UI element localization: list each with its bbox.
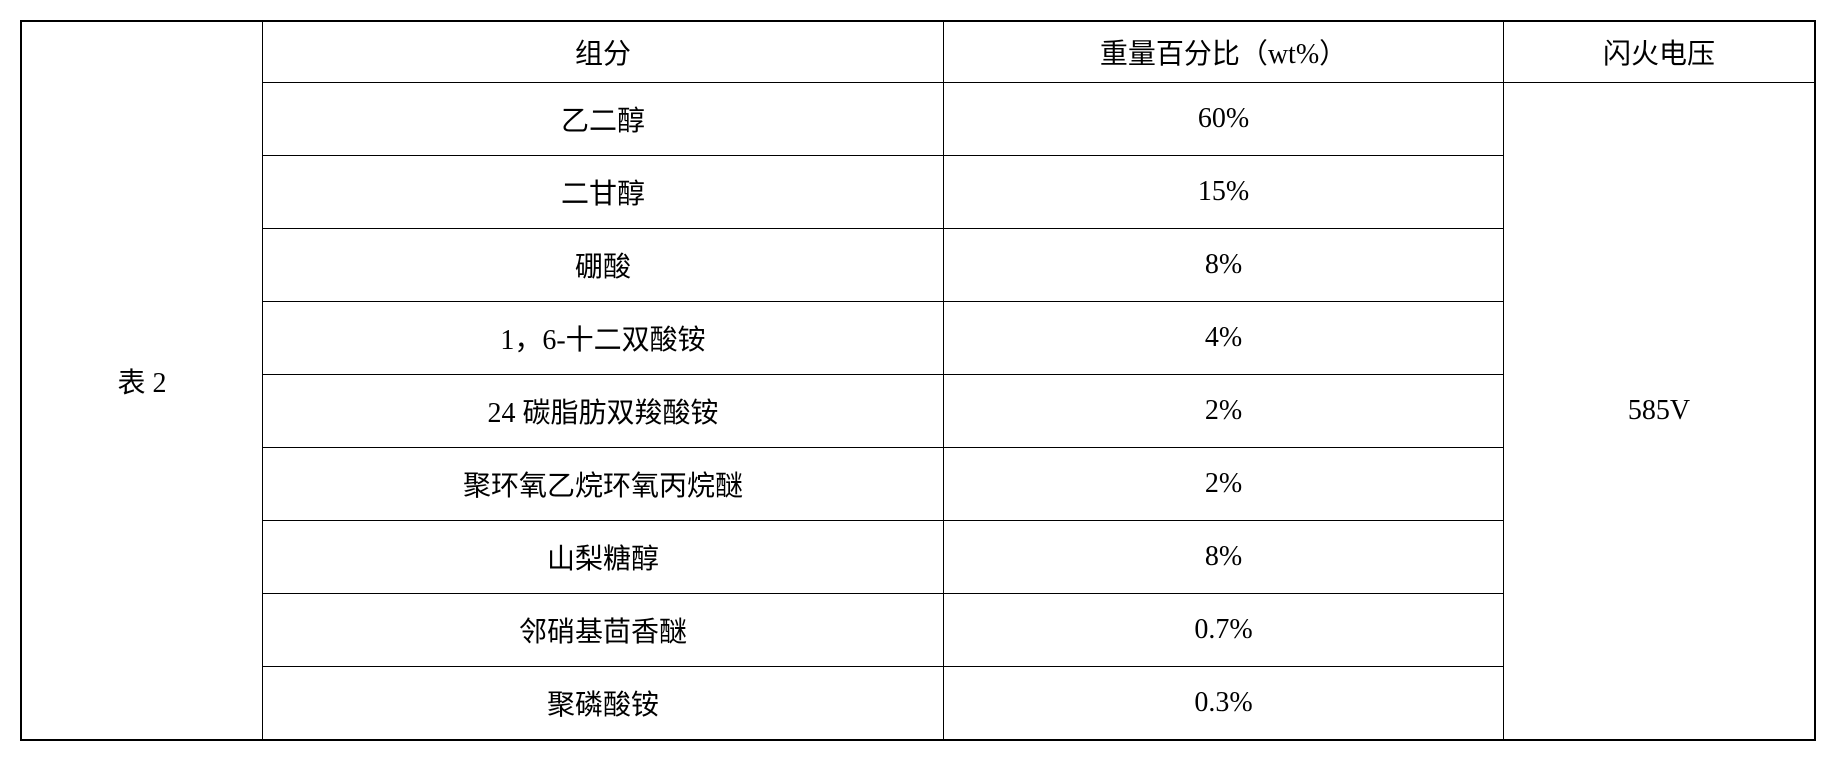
cell-percent: 2% [944, 448, 1504, 520]
table-row: 聚环氧乙烷环氧丙烷醚 2% [263, 448, 1504, 521]
header-percent: 重量百分比（wt%） [944, 22, 1504, 82]
cell-component: 硼酸 [263, 229, 944, 301]
cell-component: 聚磷酸铵 [263, 667, 944, 739]
table-row: 1，6-十二双酸铵 4% [263, 302, 1504, 375]
cell-component: 邻硝基茴香醚 [263, 594, 944, 666]
cell-percent: 8% [944, 229, 1504, 301]
table-row: 24 碳脂肪双羧酸铵 2% [263, 375, 1504, 448]
table-row: 邻硝基茴香醚 0.7% [263, 594, 1504, 667]
composition-table: 表 2 组分 重量百分比（wt%） 闪火电压 乙二醇 60% 二甘醇 15% 硼… [20, 20, 1816, 741]
rows-container: 乙二醇 60% 二甘醇 15% 硼酸 8% 1，6-十二双酸铵 4% 24 碳脂… [263, 83, 1504, 739]
cell-component: 乙二醇 [263, 83, 944, 155]
table-row: 聚磷酸铵 0.3% [263, 667, 1504, 739]
header-voltage: 闪火电压 [1504, 22, 1814, 82]
table-label: 表 2 [117, 361, 166, 401]
table-row: 硼酸 8% [263, 229, 1504, 302]
cell-component: 1，6-十二双酸铵 [263, 302, 944, 374]
cell-percent: 15% [944, 156, 1504, 228]
table-label-cell: 表 2 [22, 22, 263, 739]
table-content: 组分 重量百分比（wt%） 闪火电压 乙二醇 60% 二甘醇 15% 硼酸 8% [263, 22, 1814, 739]
cell-percent: 0.3% [944, 667, 1504, 739]
cell-percent: 0.7% [944, 594, 1504, 666]
cell-component: 24 碳脂肪双羧酸铵 [263, 375, 944, 447]
table-body: 乙二醇 60% 二甘醇 15% 硼酸 8% 1，6-十二双酸铵 4% 24 碳脂… [263, 83, 1814, 739]
voltage-value-cell: 585V [1504, 83, 1814, 739]
cell-percent: 60% [944, 83, 1504, 155]
cell-component: 二甘醇 [263, 156, 944, 228]
table-row: 乙二醇 60% [263, 83, 1504, 156]
cell-component: 聚环氧乙烷环氧丙烷醚 [263, 448, 944, 520]
table-row: 二甘醇 15% [263, 156, 1504, 229]
voltage-value: 585V [1628, 395, 1690, 427]
cell-component: 山梨糖醇 [263, 521, 944, 593]
table-header-row: 组分 重量百分比（wt%） 闪火电压 [263, 22, 1814, 83]
table-row: 山梨糖醇 8% [263, 521, 1504, 594]
header-component: 组分 [263, 22, 944, 82]
cell-percent: 2% [944, 375, 1504, 447]
cell-percent: 8% [944, 521, 1504, 593]
cell-percent: 4% [944, 302, 1504, 374]
